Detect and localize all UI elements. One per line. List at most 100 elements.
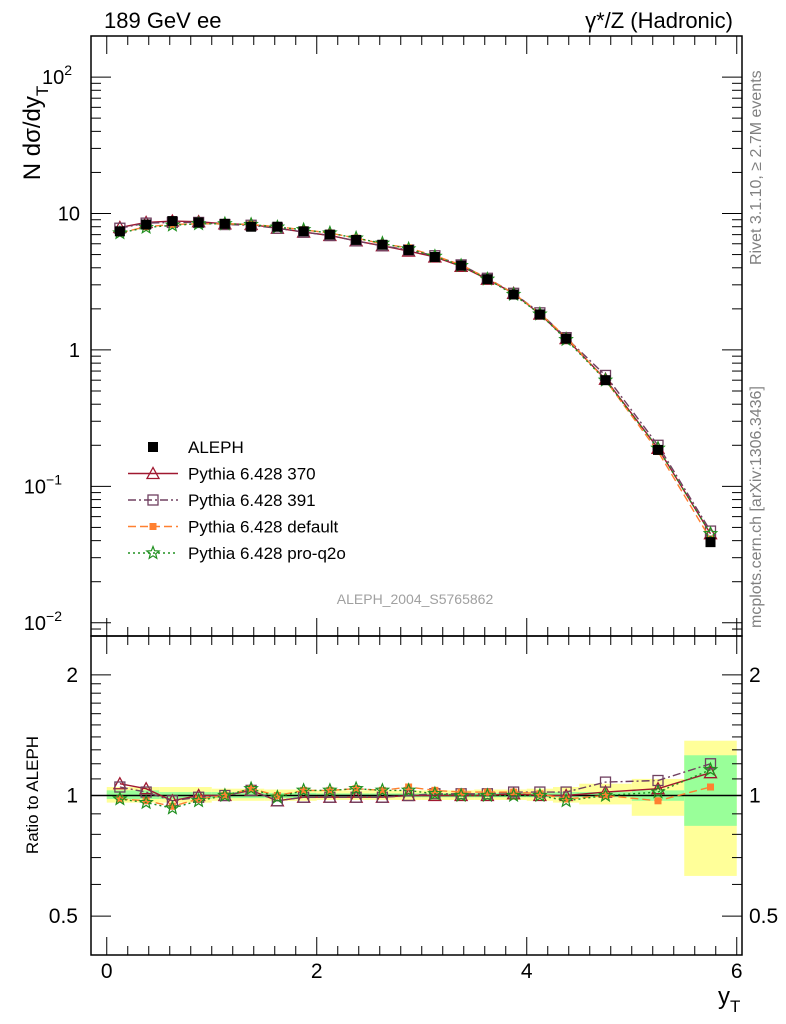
ratio-point-pythia-6-428-pro-q2o — [427, 785, 443, 801]
main-point-aleph — [482, 274, 493, 285]
ratio-point-pythia-6-428-pro-q2o — [217, 787, 233, 803]
legend-label-pythia-6-428-default: Pythia 6.428 default — [188, 518, 339, 537]
ratio-point-pythia-6-428-370 — [139, 781, 154, 795]
y-tick-exponent: 2 — [64, 62, 72, 78]
ratio-plot-series — [112, 758, 719, 815]
x-tick-label: 2 — [311, 960, 323, 983]
ratio-point-pythia-6-428-default — [457, 788, 465, 796]
header-right-label: γ*/Z (Hadronic) — [585, 8, 733, 33]
legend: ALEPH Pythia 6.428 370 Pythia 6.428 391 Pyt… — [128, 438, 346, 563]
ratio-point-pythia-6-428-pro-q2o — [597, 787, 614, 803]
main-point-aleph — [167, 216, 178, 227]
mcplots-reference-label: mcplots.cern.ch [arXiv:1306.3436] — [748, 386, 765, 628]
x-axis-label: yT — [718, 983, 740, 1016]
main-point-aleph — [403, 245, 414, 256]
main-point-aleph — [246, 221, 257, 232]
ratio-y-tick-label-right: 0.5 — [749, 905, 778, 928]
ratio-point-pythia-6-428-default — [707, 783, 714, 791]
ratio-point-pythia-6-428-pro-q2o — [112, 790, 128, 806]
main-series-line-pythia-6-428-370 — [119, 220, 712, 535]
y-tick-exponent: −1 — [46, 471, 62, 487]
ratio-point-pythia-6-428-pro-q2o — [348, 780, 364, 796]
y-tick-label: 10−1 — [24, 471, 62, 498]
ratio-point-pythia-6-428-default — [168, 802, 176, 810]
ratio-point-pythia-6-428-default — [483, 788, 491, 796]
y-tick-label: 10 — [58, 203, 80, 225]
axis-ticks: 0 2 4 6 10−2 10−1 1 10 102 0.5 0.5 1 1 2 2 — [24, 35, 778, 983]
ratio-point-pythia-6-428-default — [562, 795, 570, 803]
ratio-point-pythia-6-428-370 — [112, 776, 127, 790]
ratio-point-pythia-6-428-default — [405, 783, 413, 791]
ratio-point-pythia-6-428-pro-q2o — [479, 787, 496, 803]
ratio-uncertainty-bands — [91, 740, 742, 876]
main-point-aleph — [705, 537, 716, 548]
ratio-point-pythia-6-428-default — [300, 786, 308, 794]
ratio-y-tick-label: 0.5 — [49, 905, 78, 928]
ratio-point-pythia-6-428-pro-q2o — [702, 761, 719, 777]
legend-marker-pythia-6-428-default — [149, 523, 157, 530]
ratio-y-tick-label-right: 2 — [749, 664, 761, 687]
ratio-y-tick-label: 2 — [66, 664, 78, 687]
ratio-point-pythia-6-428-391 — [704, 758, 717, 770]
main-point-aleph — [600, 375, 611, 386]
header-left-label: 189 GeV ee — [104, 8, 221, 33]
x-tick-label: 0 — [101, 960, 113, 983]
ratio-point-pythia-6-428-default — [116, 795, 124, 803]
ratio-point-pythia-6-428-default — [431, 786, 439, 794]
x-axis-label-text: yT — [718, 983, 740, 1016]
legend-marker-pythia-6-428-pro-q2o — [145, 544, 161, 560]
ratio-point-pythia-6-428-pro-q2o — [322, 782, 338, 797]
main-point-aleph — [653, 444, 663, 455]
ratio-series-line-pythia-6-428-391 — [119, 763, 711, 802]
y-tick-label: 1 — [69, 340, 80, 362]
y-tick-label: 10−2 — [24, 608, 62, 635]
main-point-aleph — [429, 251, 440, 262]
ratio-point-pythia-6-428-pro-q2o — [374, 782, 391, 797]
ratio-point-pythia-6-428-pro-q2o — [295, 782, 312, 797]
ratio-point-pythia-6-428-pro-q2o — [505, 787, 522, 803]
main-point-aleph — [193, 217, 204, 228]
legend-marker-pythia-6-428-391 — [147, 494, 159, 506]
analysis-watermark: ALEPH_2004_S5765862 — [337, 591, 494, 607]
ratio-point-pythia-6-428-370 — [650, 781, 666, 795]
main-point-aleph — [114, 226, 125, 237]
ratio-point-pythia-6-428-default — [602, 792, 609, 799]
main-point-aleph — [351, 234, 362, 245]
y-tick-exponent: −2 — [46, 608, 62, 624]
main-point-aleph — [219, 218, 230, 229]
x-tick-label: 6 — [731, 960, 743, 983]
x-tick-label: 4 — [521, 960, 533, 983]
legend-label-pythia-6-428-391: Pythia 6.428 391 — [188, 491, 316, 510]
ratio-point-pythia-6-428-pro-q2o — [558, 792, 574, 808]
main-point-aleph — [456, 260, 467, 271]
ratio-point-pythia-6-428-391 — [350, 791, 362, 803]
legend-label-pythia-6-428-370: Pythia 6.428 370 — [188, 465, 316, 484]
rivet-version-label: Rivet 3.1.10, ≥ 2.7M events — [748, 70, 765, 265]
legend-marker-aleph — [148, 442, 158, 452]
stat-uncertainty-band — [106, 790, 133, 800]
main-plot-series — [112, 213, 719, 548]
main-series-line-pythia-6-428-391 — [119, 221, 712, 532]
ratio-point-pythia-6-428-391 — [599, 776, 612, 788]
main-point-aleph — [534, 309, 545, 320]
ratio-y-tick-label-right: 1 — [749, 785, 761, 808]
main-series-line-pythia-6-428-pro-q2o — [119, 223, 712, 535]
main-y-axis-label-text: N dσ/dyT — [19, 86, 52, 181]
main-point-aleph — [141, 219, 152, 230]
main-point-aleph — [377, 239, 388, 250]
ratio-point-pythia-6-428-default — [195, 795, 203, 803]
ratio-point-pythia-6-428-pro-q2o — [650, 783, 666, 799]
main-point-aleph — [298, 226, 309, 237]
legend-marker-pythia-6-428-370 — [145, 466, 161, 480]
ratio-point-pythia-6-428-pro-q2o — [453, 787, 469, 803]
x-axis-label-subscript: T — [730, 997, 740, 1016]
ratio-point-pythia-6-428-default — [247, 785, 255, 793]
ratio-point-pythia-6-428-default — [221, 792, 229, 799]
ratio-point-pythia-6-428-default — [142, 797, 150, 805]
ratio-point-pythia-6-428-pro-q2o — [138, 794, 154, 810]
main-y-axis-label-subscript: T — [33, 86, 52, 96]
ratio-point-pythia-6-428-default — [378, 786, 386, 794]
ratio-point-pythia-6-428-pro-q2o — [190, 792, 207, 808]
ratio-point-pythia-6-428-pro-q2o — [400, 782, 417, 797]
